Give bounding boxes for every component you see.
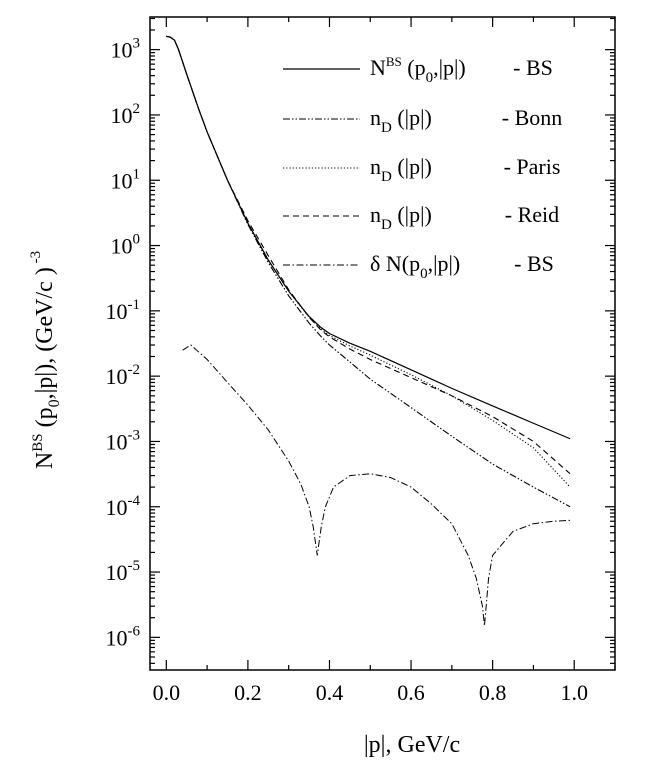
y-tick-label: 103 <box>111 36 141 63</box>
legend-suffix-reid: - Reid <box>505 202 559 227</box>
x-tick-label: 1.0 <box>560 680 588 705</box>
x-tick-label: 0.2 <box>234 680 262 705</box>
y-axis-title: NBS (p0,|p|), (GeV/c ) -3 <box>28 251 63 469</box>
y-tick-label: 101 <box>111 166 141 193</box>
legend-suffix-paris: - Paris <box>504 154 561 179</box>
legend-suffix-bonn: - Bonn <box>502 105 563 130</box>
y-tick-label: 10-5 <box>106 558 141 585</box>
legend-label-paris: nD (|p|) <box>370 154 432 185</box>
legend-suffix-bs: - BS <box>513 55 553 80</box>
legend: NBS (p0,|p|) - BS nD (|p|) - Bonn nD (|p|) -… <box>283 54 562 282</box>
y-tick-label: 10-4 <box>106 493 141 520</box>
x-axis-title-text: |p|, GeV/c <box>364 732 460 758</box>
curves-layer <box>166 35 571 626</box>
x-ticks: 0.0 0.2 0.4 0.6 0.8 1.0 <box>153 17 616 705</box>
series-line-delta <box>182 344 571 626</box>
plot-frame <box>149 16 616 671</box>
legend-label-bs: NBS (p0,|p|) <box>370 54 466 86</box>
series-line-bonn <box>166 35 571 508</box>
series-line-reid <box>166 35 571 475</box>
legend-label-bonn: nD (|p|) <box>370 105 432 136</box>
y-tick-label: 100 <box>111 232 141 259</box>
legend-label-delta: δ N(p0,|p|) <box>370 251 460 282</box>
x-tick-label: 0.0 <box>153 680 181 705</box>
y-tick-label: 102 <box>111 101 141 128</box>
series-line-bs <box>166 35 571 440</box>
y-tick-label: 10-1 <box>106 297 141 324</box>
y-tick-label: 10-6 <box>106 623 141 650</box>
legend-label-reid: nD (|p|) <box>370 202 432 233</box>
legend-suffix-delta: - BS <box>514 251 554 276</box>
y-tick-label: 10-2 <box>106 362 141 389</box>
x-tick-label: 0.6 <box>397 680 425 705</box>
y-axis-title-text: NBS (p0,|p|), (GeV/c ) -3 <box>28 251 63 469</box>
x-axis-title: |p|, GeV/c <box>364 732 460 758</box>
y-tick-label: 10-3 <box>106 427 141 454</box>
x-tick-label: 0.4 <box>316 680 344 705</box>
y-ticks: 103 102 101 100 10-1 10-2 10-3 10-4 10-5 10-6 <box>106 17 615 664</box>
x-tick-label: 0.8 <box>479 680 507 705</box>
plot-border <box>149 16 616 671</box>
series-line-paris <box>166 35 571 488</box>
